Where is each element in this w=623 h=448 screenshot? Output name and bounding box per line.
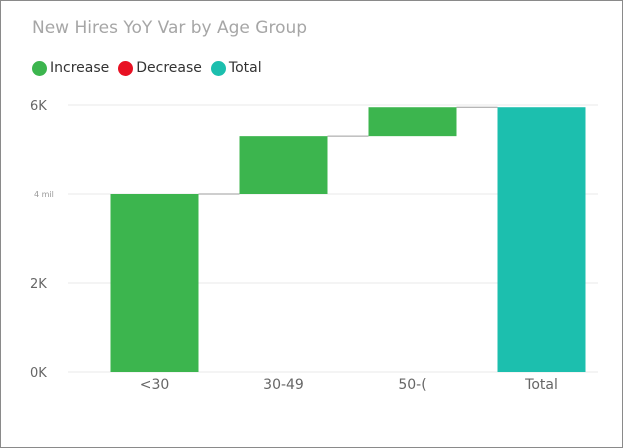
y-tick-label: 2K bbox=[30, 277, 47, 292]
bar-increase bbox=[239, 136, 328, 194]
x-category-label: 50-( bbox=[398, 377, 426, 393]
legend: Increase Decrease Total bbox=[32, 60, 265, 76]
bar-increase bbox=[368, 107, 457, 137]
legend-label-total: Total bbox=[228, 60, 262, 76]
x-category-label: Total bbox=[524, 377, 558, 393]
chart-title: New Hires YoY Var by Age Group bbox=[32, 18, 308, 38]
y-tick-label: 0K bbox=[30, 366, 47, 381]
x-category-label: 30-49 bbox=[263, 377, 304, 393]
legend-label-decrease: Decrease bbox=[136, 60, 202, 76]
legend-item-decrease[interactable]: Decrease bbox=[118, 60, 202, 76]
legend-dot-increase bbox=[32, 60, 47, 76]
legend-item-increase[interactable]: Increase bbox=[32, 60, 109, 76]
bar-total bbox=[497, 107, 586, 372]
bar-increase bbox=[110, 194, 199, 372]
x-category-label: <30 bbox=[140, 377, 170, 393]
y-tick-label: 6K bbox=[30, 99, 47, 114]
legend-label-increase: Increase bbox=[50, 60, 110, 76]
legend-dot-total bbox=[210, 60, 226, 76]
legend-item-total[interactable]: Total bbox=[210, 60, 262, 76]
y-tick-label: 4 mil bbox=[34, 190, 54, 199]
legend-dot-decrease bbox=[118, 60, 134, 76]
